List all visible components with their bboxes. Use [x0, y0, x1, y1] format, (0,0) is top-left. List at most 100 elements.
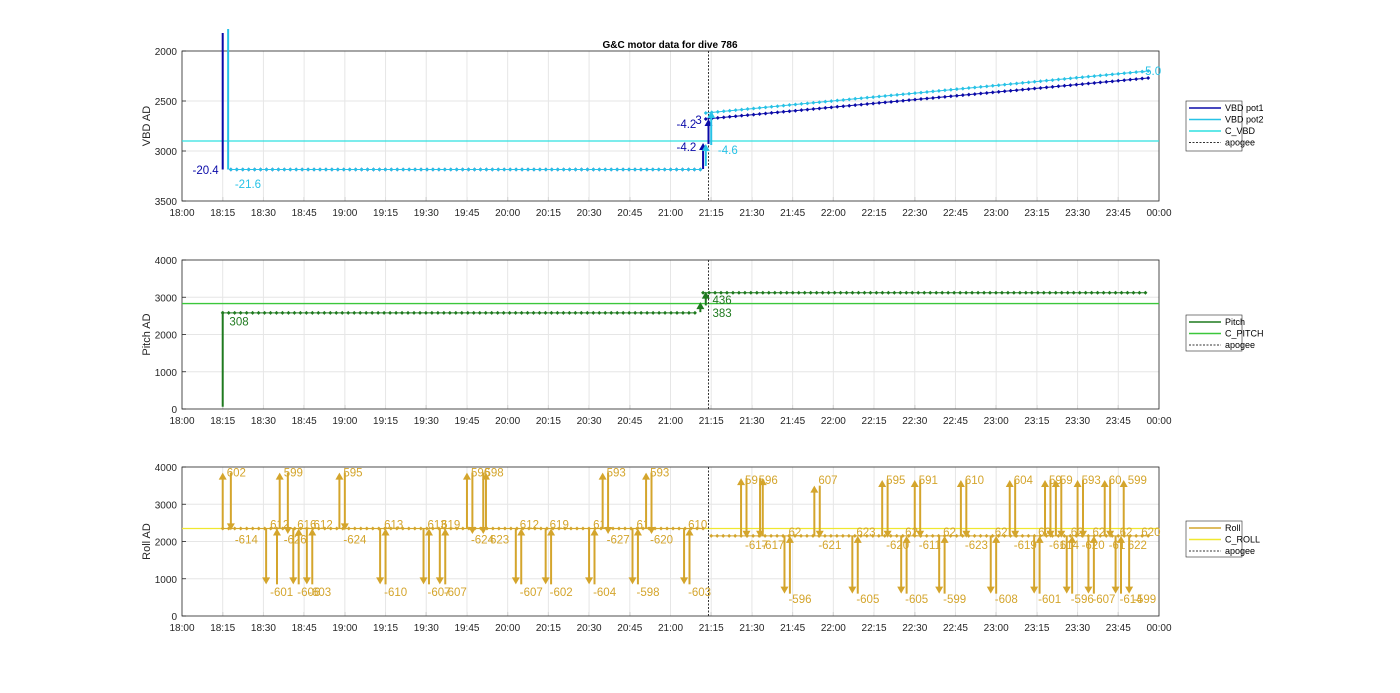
roll-data-point: [412, 526, 417, 531]
roll-pump-arrow-head: [541, 577, 550, 585]
vbd-data-label: -4.6: [718, 145, 738, 157]
vbd-data-point: [436, 167, 441, 172]
roll-legend-label: Roll: [1225, 523, 1241, 533]
pitch-data-point: [555, 310, 560, 315]
roll-pump-arrow-head: [848, 586, 857, 594]
pitch-data-point: [322, 310, 327, 315]
pitch-y-axis-label: Pitch AD: [141, 313, 153, 355]
roll-data-label: 599: [1128, 475, 1147, 487]
pitch-data-point: [370, 310, 375, 315]
roll-data-label: -621: [818, 540, 841, 552]
vbd-data-point: [555, 167, 560, 172]
roll-pump-arrow-head: [302, 577, 311, 585]
vbd-data-point: [841, 97, 846, 102]
pitch-data-point: [1053, 290, 1058, 295]
x-tick-label: 22:30: [902, 416, 927, 427]
pitch-data-point: [982, 290, 987, 295]
vbd-legend-label: VBD pot2: [1225, 115, 1264, 125]
vbd-data-point: [793, 102, 798, 107]
pitch-data-point: [579, 310, 584, 315]
roll-data-point: [430, 526, 435, 531]
vbd-data-point: [918, 90, 923, 95]
roll-pump-arrow-head: [547, 528, 556, 536]
x-tick-label: 21:15: [699, 623, 724, 634]
roll-data-label: 60: [1109, 475, 1122, 487]
vbd-data-point: [668, 167, 673, 172]
x-tick-label: 00:00: [1146, 208, 1171, 219]
vbd-data-point: [1014, 81, 1019, 86]
pitch-data-point: [928, 290, 933, 295]
vbd-data-point: [895, 99, 900, 104]
roll-data-label: -607: [1092, 594, 1115, 606]
x-tick-label: 21:15: [699, 208, 724, 219]
vbd-data-label: 3: [695, 115, 701, 127]
pitch-data-point: [844, 290, 849, 295]
roll-data-point: [1140, 533, 1145, 538]
x-tick-label: 23:30: [1065, 208, 1090, 219]
x-tick-label: 18:15: [210, 416, 235, 427]
roll-pump-arrow-head: [340, 523, 349, 531]
pitch-data-point: [459, 310, 464, 315]
pitch-data-point: [1047, 290, 1052, 295]
pitch-legend-label: C_PITCH: [1225, 329, 1264, 339]
x-tick-label: 18:30: [251, 416, 276, 427]
vbd-data-point: [698, 167, 703, 172]
roll-data-label: -627: [607, 535, 630, 547]
pitch-data-point: [952, 290, 957, 295]
roll-data-label: 59: [1060, 475, 1073, 487]
vbd-data-point: [811, 107, 816, 112]
roll-panel: 18:00 18:15 18:30 18:45 19:00 19:15 19:30 19:45…: [141, 463, 1260, 634]
roll-data-label: 613: [428, 520, 447, 532]
roll-y-axis-label: Roll AD: [141, 523, 153, 560]
x-tick-label: 23:15: [1024, 416, 1049, 427]
roll-data-point: [1116, 533, 1121, 538]
vbd-data-point: [1074, 82, 1079, 87]
vbd-data-point: [972, 85, 977, 90]
roll-data-label: 620: [1141, 527, 1160, 539]
vbd-data-point: [942, 94, 947, 99]
roll-pump-arrow-head: [598, 472, 607, 480]
roll-data-label: 59: [745, 475, 758, 487]
pitch-data-point: [707, 290, 712, 295]
roll-pump-arrow-head: [275, 472, 284, 480]
vbd-data-point: [1092, 74, 1097, 79]
pitch-data-point: [328, 310, 333, 315]
pitch-data-point: [298, 310, 303, 315]
roll-pump-arrow-head: [604, 527, 613, 535]
roll-data-label: 596: [759, 475, 778, 487]
roll-data-label: -620: [886, 540, 909, 552]
x-tick-label: 20:45: [617, 208, 642, 219]
roll-pump-arrow-head: [883, 530, 892, 538]
vbd-y-axis-label: VBD AD: [141, 106, 153, 146]
vbd-data-point: [1086, 81, 1091, 86]
vbd-data-point: [811, 100, 816, 105]
vbd-data-point: [276, 167, 281, 172]
roll-pump-arrow-head: [376, 577, 385, 585]
pitch-data-point: [1041, 290, 1046, 295]
vbd-data-point: [401, 167, 406, 172]
roll-pump-arrow-head: [419, 577, 428, 585]
vbd-data-point: [407, 167, 412, 172]
roll-pump-arrow-head: [1011, 530, 1020, 538]
roll-data-label: 596: [471, 468, 490, 480]
roll-pump-arrow-head: [424, 528, 433, 536]
pitch-data-label: 436: [712, 295, 731, 307]
pitch-data-point: [501, 310, 506, 315]
roll-data-point: [1092, 533, 1097, 538]
roll-data-label: -624: [343, 535, 367, 547]
roll-pump-arrow-head: [897, 586, 906, 594]
vbd-data-point: [615, 167, 620, 172]
pitch-data-label: 383: [712, 308, 731, 320]
pitch-data-point: [1029, 290, 1034, 295]
roll-data-point: [733, 533, 738, 538]
vbd-data-point: [913, 97, 918, 102]
vbd-data-point: [757, 105, 762, 110]
vbd-data-point: [1086, 74, 1091, 79]
vbd-data-point: [739, 107, 744, 112]
roll-data-point: [948, 533, 953, 538]
pitch-legend-label: Pitch: [1225, 317, 1245, 327]
vbd-data-point: [853, 103, 858, 108]
vbd-data-point: [865, 102, 870, 107]
roll-data-label: -598: [637, 587, 660, 599]
